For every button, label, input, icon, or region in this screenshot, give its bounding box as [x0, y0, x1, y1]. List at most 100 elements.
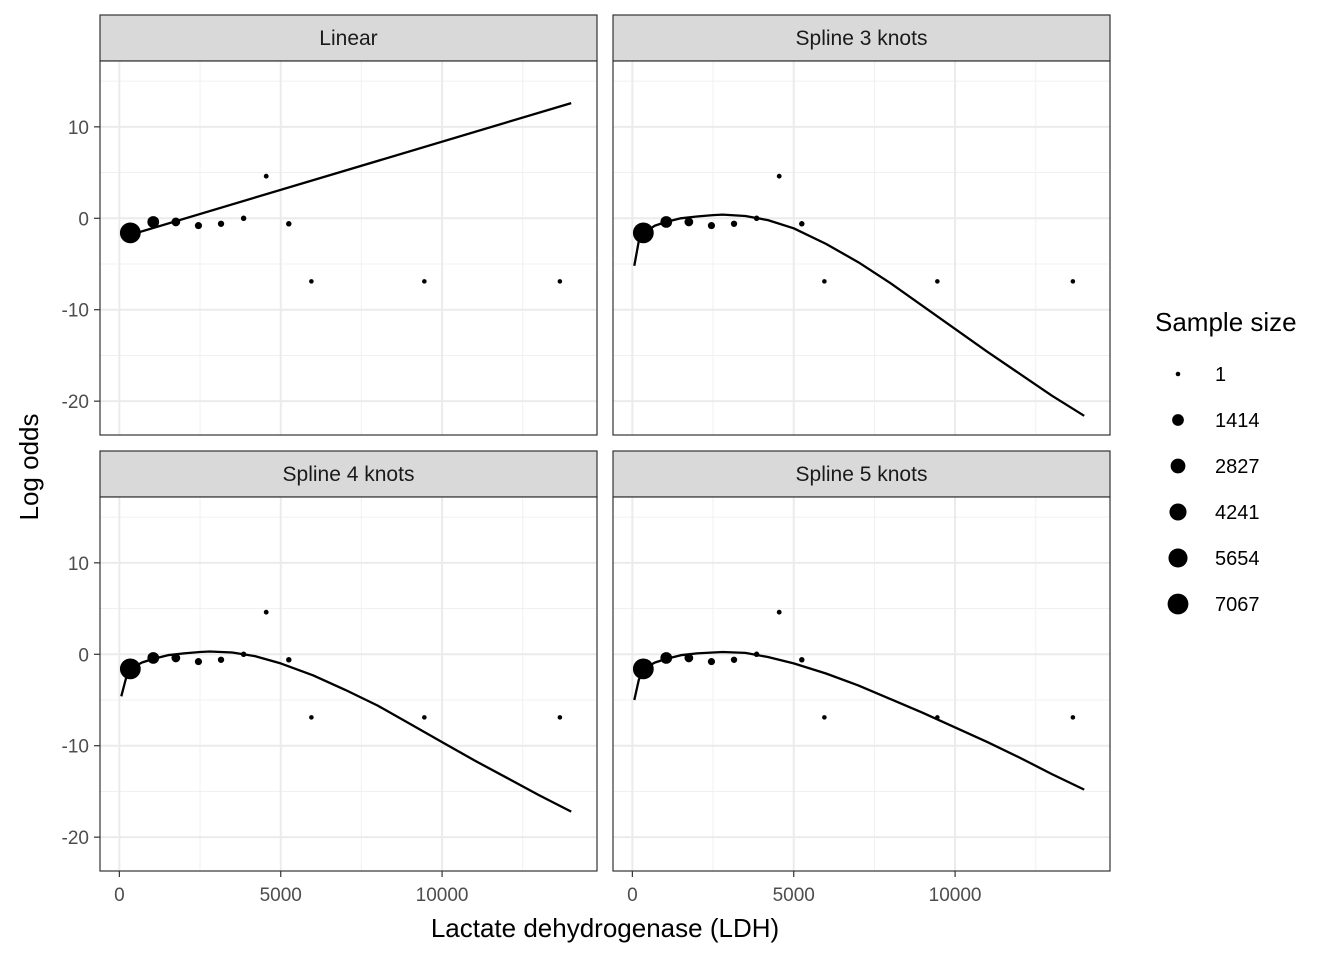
- data-point: [707, 658, 716, 666]
- data-point: [240, 215, 247, 222]
- fitted-curve: [633, 650, 1085, 791]
- fitted-curve: [120, 101, 572, 239]
- legend-label: 5654: [1215, 548, 1260, 570]
- data-point: [217, 220, 225, 227]
- panels-layer: Linear Spline 3 knots Spline 4 knots Spline…: [99, 14, 1111, 872]
- data-point: [309, 715, 314, 720]
- panel-border: [612, 60, 1111, 436]
- y-tick-label: -10: [62, 737, 89, 758]
- data-point: [557, 279, 563, 284]
- legend-key-point: [1167, 593, 1189, 615]
- data-point: [119, 658, 141, 680]
- data-point: [194, 658, 203, 666]
- fitted-curve: [120, 650, 572, 813]
- panel-title: Spline 4 knots: [283, 463, 415, 486]
- x-axis-title: Lactate dehydrogenase (LDH): [431, 913, 779, 943]
- legend-key-point: [1170, 458, 1186, 474]
- data-point: [684, 217, 694, 227]
- data-point: [799, 657, 805, 663]
- data-point: [422, 279, 427, 284]
- legend-key-point: [1168, 548, 1188, 568]
- x-tick-label: 10000: [416, 885, 469, 906]
- data-point: [217, 656, 225, 663]
- panel-title: Spline 3 knots: [796, 27, 928, 50]
- data-point: [263, 173, 269, 179]
- legend-label: 7067: [1215, 594, 1260, 616]
- data-point: [707, 222, 716, 230]
- panel-strip: [612, 14, 1111, 62]
- data-point: [194, 222, 203, 230]
- axes-layer: 10 0 -10 -20 10 0 -10 -20 0 5000 10000 0 5000 10000: [62, 118, 982, 906]
- panel-background: [613, 497, 1110, 871]
- data-point: [935, 715, 940, 720]
- panel-border: [612, 496, 1111, 872]
- data-point: [1070, 715, 1076, 720]
- legend-label: 2827: [1215, 456, 1260, 478]
- legend-key-point: [1175, 371, 1181, 377]
- data-point: [799, 221, 805, 227]
- data-point: [147, 652, 160, 664]
- legend: Sample size 1 1414 2827 4241 5654 7067: [1155, 307, 1297, 616]
- data-point: [935, 279, 940, 284]
- x-tick-label: 5000: [773, 885, 815, 906]
- panel-border: [99, 60, 598, 436]
- fitted-curve: [633, 213, 1085, 417]
- data-point: [309, 279, 314, 284]
- panel-background: [100, 61, 597, 435]
- data-point: [557, 715, 563, 720]
- x-tick-label: 10000: [929, 885, 982, 906]
- data-point: [1070, 279, 1076, 284]
- y-tick-label: -20: [62, 828, 89, 849]
- y-tick-label: 0: [78, 645, 89, 666]
- data-point: [171, 217, 181, 227]
- x-tick-label: 0: [114, 885, 125, 906]
- data-point: [171, 653, 181, 663]
- data-point: [240, 651, 247, 658]
- legend-label: 4241: [1215, 502, 1260, 524]
- data-point: [119, 222, 141, 244]
- panel-title: Spline 5 knots: [796, 463, 928, 486]
- panel-3: Spline 4 knots: [99, 450, 598, 872]
- data-point: [822, 279, 827, 284]
- data-point: [632, 658, 654, 680]
- y-tick-label: -10: [62, 301, 89, 322]
- panel-strip: [612, 450, 1111, 498]
- data-point: [776, 173, 782, 179]
- data-point: [422, 715, 427, 720]
- data-point: [753, 651, 760, 658]
- panel-strip: [99, 450, 598, 498]
- legend-label: 1414: [1215, 410, 1260, 432]
- panel-title: Linear: [319, 27, 377, 50]
- data-point: [684, 653, 694, 663]
- x-tick-label: 5000: [260, 885, 302, 906]
- data-point: [753, 215, 760, 222]
- data-point: [776, 609, 782, 615]
- panel-1: Linear: [99, 14, 598, 436]
- data-point: [822, 715, 827, 720]
- data-point: [730, 656, 738, 663]
- data-point: [632, 222, 654, 244]
- panel-background: [100, 497, 597, 871]
- data-point: [263, 609, 269, 615]
- panel-4: Spline 5 knots: [612, 450, 1111, 872]
- data-point: [660, 216, 673, 228]
- y-axis-title: Log odds: [14, 414, 44, 521]
- y-tick-label: 10: [68, 554, 89, 575]
- panel-background: [613, 61, 1110, 435]
- x-tick-label: 0: [627, 885, 638, 906]
- panel-border: [99, 496, 598, 872]
- y-tick-label: -20: [62, 392, 89, 413]
- legend-title: Sample size: [1155, 307, 1297, 337]
- data-point: [730, 220, 738, 227]
- data-point: [286, 657, 292, 663]
- y-tick-label: 0: [78, 209, 89, 230]
- legend-key-point: [1169, 503, 1187, 521]
- data-point: [660, 652, 673, 664]
- panel-2: Spline 3 knots: [612, 14, 1111, 436]
- data-point: [147, 216, 160, 228]
- legend-label: 1: [1215, 364, 1226, 386]
- data-point: [286, 221, 292, 227]
- legend-key-point: [1172, 414, 1184, 426]
- panel-strip: [99, 14, 598, 62]
